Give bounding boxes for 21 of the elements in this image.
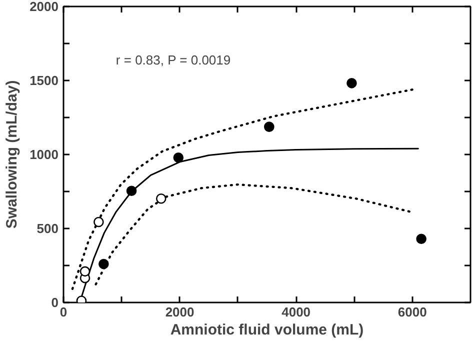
point bbox=[156, 193, 166, 204]
point bbox=[264, 122, 274, 132]
annotation: r = 0.83, P = 0.0019 bbox=[116, 52, 231, 68]
x-tick-label: 2000 bbox=[165, 304, 194, 320]
point bbox=[98, 258, 109, 270]
y-tick-label: 500 bbox=[36, 221, 59, 236]
y-tick-label: 1500 bbox=[30, 73, 58, 88]
x-tick-label: 6000 bbox=[398, 304, 427, 320]
x-axis-title: Amniotic fluid volume (mL) bbox=[170, 322, 364, 338]
point bbox=[94, 216, 104, 228]
point bbox=[173, 152, 184, 163]
y-tick-label: 0 bbox=[51, 295, 59, 310]
y-tick-label: 2000 bbox=[30, 0, 58, 14]
point bbox=[80, 266, 90, 277]
y-axis-title: Swallowing (mL/day) bbox=[4, 80, 21, 229]
x-tick-label: 4000 bbox=[282, 304, 311, 320]
point bbox=[416, 234, 426, 244]
y-tick-label: 1000 bbox=[30, 147, 58, 162]
point bbox=[346, 78, 357, 88]
point bbox=[126, 186, 137, 196]
line-series bbox=[71, 88, 415, 290]
